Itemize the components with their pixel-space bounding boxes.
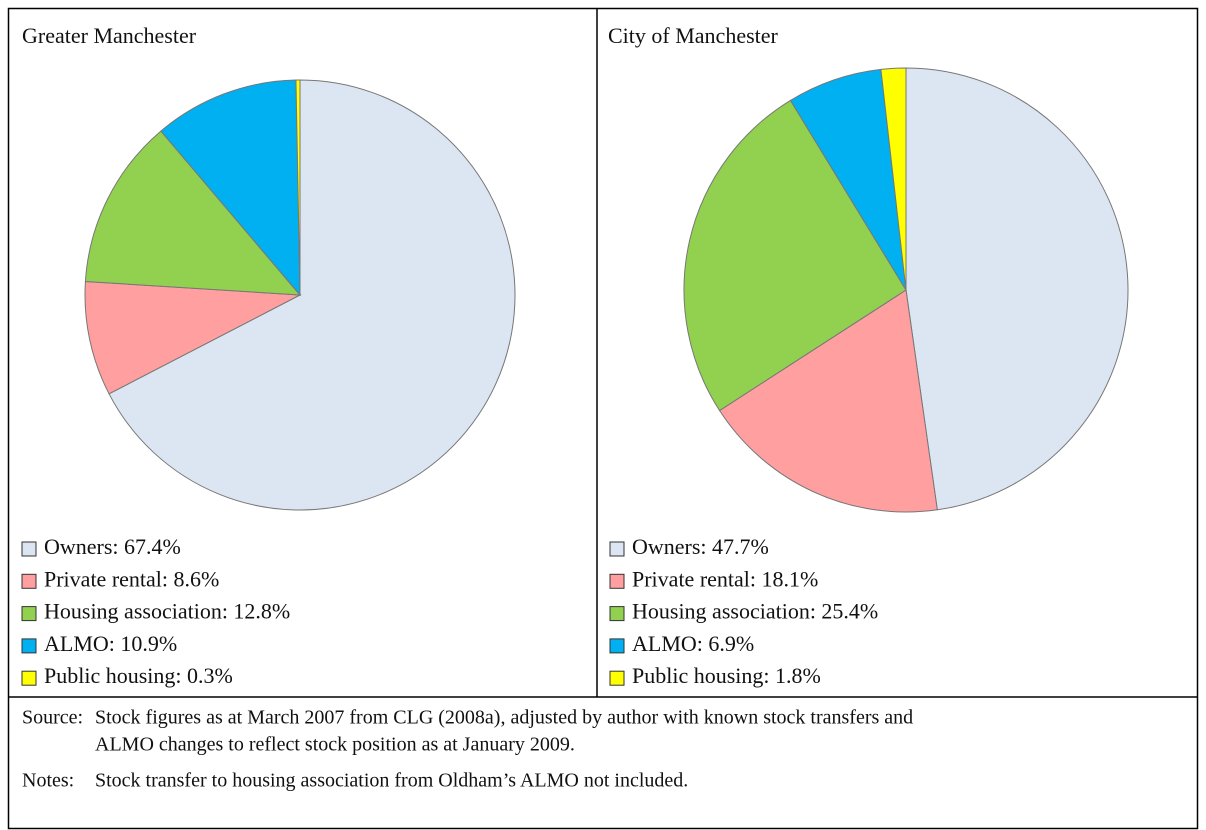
legend-label: Owners: 67.4% [44,534,181,559]
pie-slice [84,130,302,296]
legend-swatch [21,638,37,654]
source-label: Source: [22,707,83,729]
pie-slice [160,79,301,297]
chart-title: City of Manchester [608,23,779,48]
pie-slice [108,79,516,511]
legend-label: Housing association: 25.4% [632,599,878,624]
notes-label: Notes: [22,770,74,792]
legend-swatch [21,541,37,557]
legend-swatch [609,638,625,654]
legend-label: ALMO: 6.9% [632,631,754,656]
legend-label: Owners: 47.7% [632,534,769,559]
pie-slice [905,67,1129,511]
legend-label: Public housing: 1.8% [632,663,821,688]
legend-label: ALMO: 10.9% [44,631,177,656]
outer-border [7,7,1199,830]
pie-slice [683,99,907,412]
legend-swatch [609,541,625,557]
legend-label: Public housing: 0.3% [44,663,233,688]
source-text: ALMO changes to reflect stock position a… [95,734,575,756]
pie-slice [84,280,302,395]
legend-label: Private rental: 8.6% [44,566,219,591]
legend-swatch [21,670,37,686]
pie-slice [880,67,907,291]
legend-swatch [609,573,625,589]
legend-label: Housing association: 12.8% [44,599,290,624]
pie-slice [718,289,938,513]
legend-swatch [21,606,37,622]
legend-swatch [609,606,625,622]
legend-swatch [21,573,37,589]
pie-slice [295,79,301,296]
legend-swatch [609,670,625,686]
legend-label: Private rental: 18.1% [632,566,818,591]
chart-title: Greater Manchester [22,23,197,48]
source-text: Stock figures as at March 2007 from CLG … [95,707,913,729]
notes-text: Stock transfer to housing association fr… [95,770,688,792]
